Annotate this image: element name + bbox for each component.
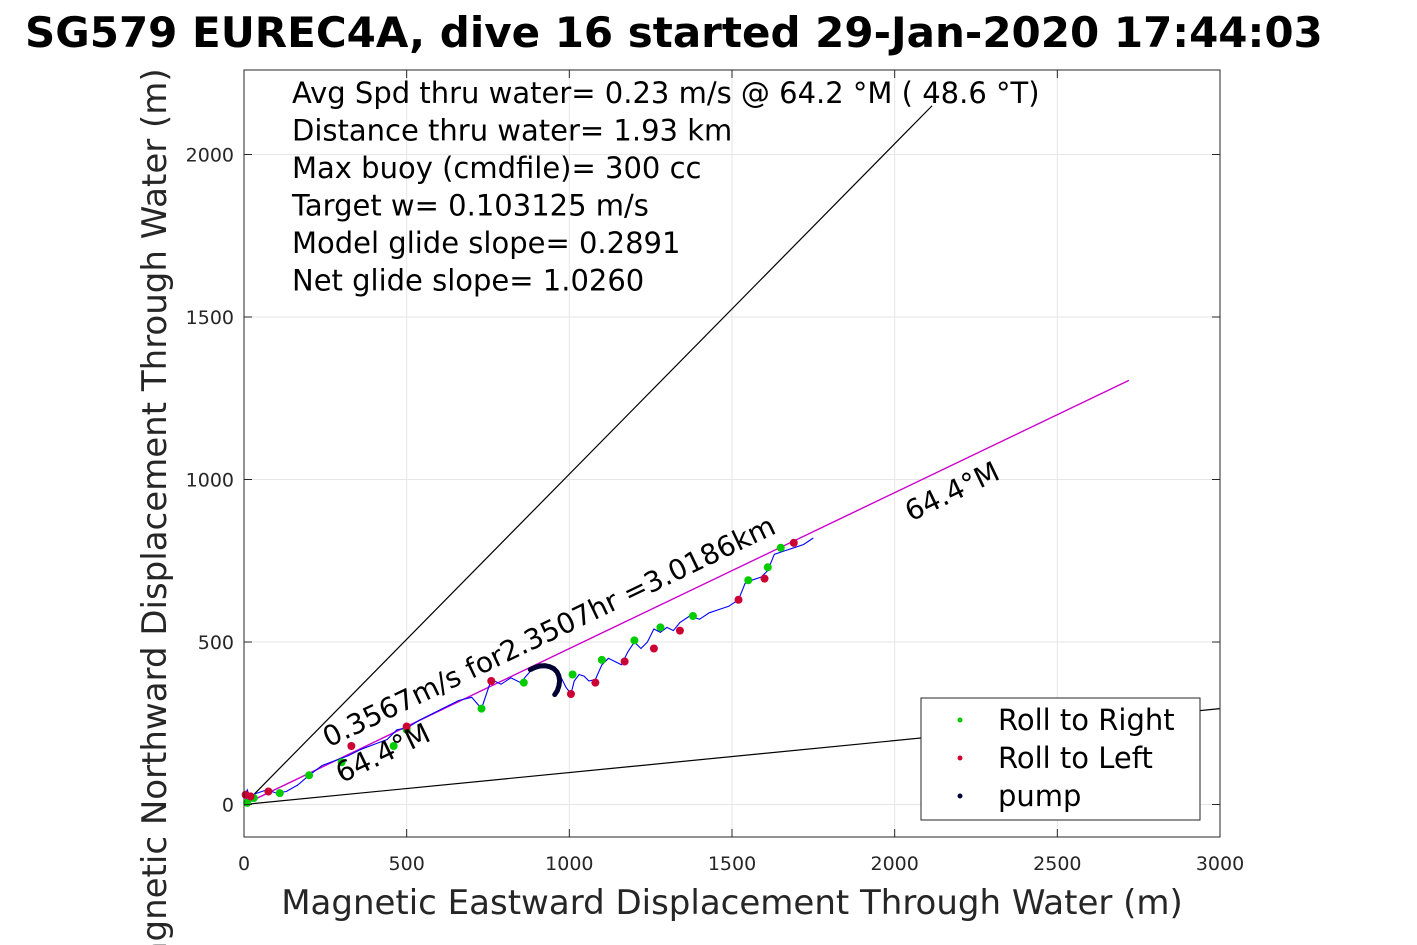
x-tick-label: 500 (389, 853, 425, 875)
annotation-line: Distance thru water= 1.93 km (292, 114, 732, 148)
y-tick-label: 0 (222, 795, 234, 817)
trajectory-series (243, 537, 814, 805)
roll-left-point (760, 574, 769, 583)
roll-right-point (337, 758, 346, 767)
marker-points (241, 538, 798, 807)
annotation-line: Max buoy (cmdfile)= 300 cc (292, 151, 701, 185)
legend: Roll to Right Roll to Left pump (920, 697, 1201, 821)
legend-box (920, 697, 1201, 821)
roll-right-point (568, 670, 577, 679)
roll-left-point (347, 742, 356, 750)
legend-marker (957, 755, 963, 761)
roll-right-point (688, 612, 697, 620)
roll-left-point (246, 792, 255, 801)
legend-label: pump (998, 779, 1081, 813)
roll-right-point (275, 789, 284, 798)
y-tick-label: 1000 (186, 470, 234, 492)
y-tick-label: 2000 (186, 145, 234, 167)
annotation-line: Target w= 0.103125 m/s (291, 189, 649, 223)
roll-left-point (566, 690, 575, 698)
chart-title: SG579 EUREC4A, dive 16 started 29-Jan-20… (25, 8, 1323, 57)
pump-segment (527, 663, 563, 698)
annotation-line: Model glide slope= 0.2891 (292, 226, 680, 260)
roll-left-point (649, 644, 658, 653)
legend-marker (957, 717, 963, 723)
annotation-line: Avg Spd thru water= 0.23 m/s @ 64.2 °M (… (292, 76, 1040, 110)
roll-left-point (734, 595, 743, 604)
x-tick-label: 3000 (1196, 853, 1244, 875)
annotation-block: Avg Spd thru water= 0.23 m/s @ 64.2 °M (… (291, 76, 1040, 298)
roll-left-point (675, 626, 684, 635)
roll-left-point (487, 677, 496, 685)
legend-label: Roll to Left (998, 741, 1153, 775)
y-tick-label: 500 (198, 632, 234, 654)
roll-left-point (264, 787, 273, 796)
annotation-line: Net glide slope= 1.0260 (292, 264, 644, 298)
roll-right-point (305, 771, 314, 780)
roll-right-point (519, 678, 528, 687)
roll-right-point (597, 655, 606, 664)
axis-ticks: 0 500 1000 1500 2000 2500 3000 0 500 1000 1500 2000 (186, 70, 1244, 875)
x-tick-label: 1500 (708, 853, 756, 875)
x-tick-label: 0 (238, 853, 250, 875)
roll-right-point (656, 623, 665, 632)
roll-right-point (630, 636, 639, 645)
x-tick-label: 2500 (1033, 853, 1081, 875)
roll-left-point (402, 722, 411, 731)
y-tick-label: 1500 (186, 307, 234, 329)
roll-right-point (477, 704, 486, 713)
trajectory-line (243, 537, 814, 805)
roll-right-point (389, 742, 398, 750)
reference-line-current-vector (243, 379, 1130, 806)
roll-right-point (744, 576, 753, 585)
x-tick-label: 2000 (870, 853, 918, 875)
roll-left-point (789, 538, 798, 547)
y-axis-label: Magnetic Northward Displacement Through … (135, 68, 175, 945)
roll-left-point (591, 678, 600, 687)
x-axis-label: Magnetic Eastward Displacement Through W… (281, 883, 1183, 923)
roll-left-point (620, 657, 629, 666)
roll-right-point (776, 543, 785, 552)
reference-line-upper-bound (243, 105, 933, 805)
legend-label: Roll to Right (998, 703, 1175, 737)
roll-right-point (763, 563, 772, 572)
legend-marker (957, 793, 963, 799)
x-tick-label: 1000 (545, 853, 593, 875)
